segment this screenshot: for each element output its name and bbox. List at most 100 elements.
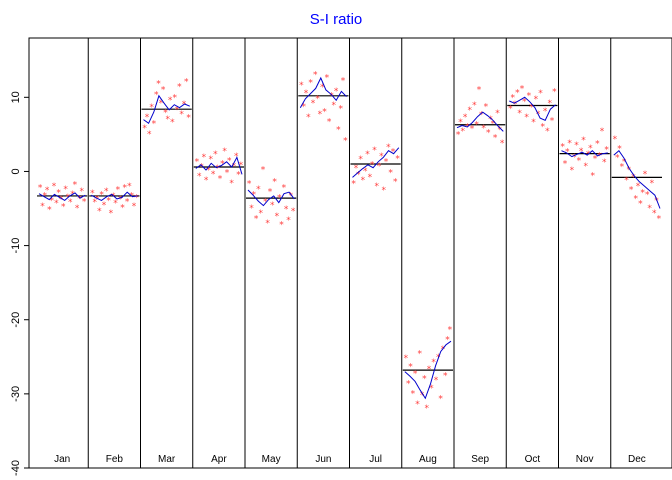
- month-label: Dec: [628, 454, 646, 465]
- data-point: *: [311, 99, 316, 109]
- data-point: *: [341, 77, 346, 87]
- data-point: *: [332, 101, 337, 111]
- data-point: *: [320, 83, 325, 93]
- data-point: *: [170, 118, 175, 128]
- data-point: *: [415, 400, 420, 410]
- data-point: *: [247, 180, 252, 190]
- data-point: *: [286, 216, 291, 226]
- seasonal-line: [613, 149, 661, 209]
- month-label: Jul: [369, 454, 382, 465]
- data-point: *: [495, 109, 500, 119]
- month-panel-dec: ********************Dec: [611, 135, 662, 465]
- data-point: *: [640, 188, 645, 198]
- data-point: *: [175, 105, 180, 115]
- data-point: *: [351, 180, 356, 190]
- seasonal-line: [38, 192, 86, 202]
- data-point: *: [40, 202, 45, 212]
- y-tick-label: -20: [10, 312, 22, 328]
- data-point: *: [322, 108, 327, 118]
- month-panel-aug: ********************Aug: [402, 38, 455, 468]
- data-point: *: [595, 140, 600, 150]
- data-point: *: [249, 204, 254, 214]
- data-point: *: [80, 187, 85, 197]
- data-point: *: [197, 172, 202, 182]
- data-point: *: [652, 209, 657, 219]
- seasonal-line: [404, 340, 452, 400]
- month-panel-oct: ********************Oct: [507, 38, 559, 468]
- data-point: *: [570, 166, 575, 176]
- data-point: *: [152, 120, 157, 130]
- data-point: *: [550, 117, 555, 127]
- data-point: *: [77, 194, 82, 204]
- data-point: *: [63, 185, 68, 195]
- data-point: *: [145, 113, 150, 123]
- data-point: *: [56, 188, 61, 198]
- data-point: *: [254, 214, 259, 224]
- data-point: *: [510, 94, 515, 104]
- data-point: *: [395, 154, 400, 164]
- data-point: *: [239, 161, 244, 171]
- data-point: *: [574, 141, 579, 151]
- data-point: *: [590, 171, 595, 181]
- data-point: *: [97, 207, 102, 217]
- data-point: *: [543, 107, 548, 117]
- data-point: *: [586, 150, 591, 160]
- month-label: Sep: [471, 454, 489, 465]
- y-tick-label: 10: [10, 91, 22, 103]
- data-point: *: [458, 118, 463, 128]
- data-point: *: [379, 152, 384, 162]
- month-label: Jan: [54, 454, 70, 465]
- data-point: *: [299, 81, 304, 91]
- data-point: *: [225, 168, 230, 178]
- data-point: *: [179, 110, 184, 120]
- data-point: *: [629, 186, 634, 196]
- y-axis: -40 -30 -20 -10 0 10: [10, 91, 29, 476]
- data-point: *: [560, 143, 565, 153]
- data-point: *: [602, 158, 607, 168]
- data-point: *: [199, 163, 204, 173]
- data-point: *: [123, 183, 128, 193]
- data-point: *: [500, 139, 505, 149]
- data-point: *: [256, 185, 261, 195]
- data-point: *: [647, 204, 652, 214]
- data-point: *: [386, 143, 391, 153]
- data-point: *: [209, 155, 214, 165]
- month-panel-may: ********************May: [246, 38, 298, 468]
- data-point: *: [406, 380, 411, 390]
- data-point: *: [313, 71, 318, 81]
- data-point: *: [524, 113, 529, 123]
- data-point: *: [565, 148, 570, 158]
- seasonal-line: [91, 191, 138, 201]
- data-point: *: [515, 88, 520, 98]
- data-point: *: [147, 130, 152, 140]
- data-point: *: [567, 139, 572, 149]
- data-point: *: [232, 162, 237, 172]
- month-label: Oct: [525, 454, 541, 465]
- data-point: *: [73, 180, 78, 190]
- data-point: *: [408, 363, 413, 373]
- data-point: *: [486, 128, 491, 138]
- data-point: *: [334, 87, 339, 97]
- data-point: *: [411, 389, 416, 399]
- data-point: *: [597, 151, 602, 161]
- data-point: *: [304, 89, 309, 99]
- data-point: *: [68, 198, 73, 208]
- data-point: *: [620, 163, 625, 173]
- data-point: *: [563, 160, 568, 170]
- data-point: *: [547, 99, 552, 109]
- y-tick-label: -40: [10, 460, 22, 476]
- data-point: *: [308, 79, 313, 89]
- data-point: *: [491, 120, 496, 130]
- data-point: *: [375, 182, 380, 192]
- data-point: *: [102, 201, 107, 211]
- data-point: *: [59, 195, 64, 205]
- data-point: *: [441, 345, 446, 355]
- data-point: *: [538, 89, 543, 99]
- data-point: *: [277, 194, 282, 204]
- data-point: *: [218, 174, 223, 184]
- data-point: *: [579, 147, 584, 157]
- data-point: *: [424, 404, 429, 414]
- data-point: *: [393, 177, 398, 187]
- data-point: *: [45, 186, 50, 196]
